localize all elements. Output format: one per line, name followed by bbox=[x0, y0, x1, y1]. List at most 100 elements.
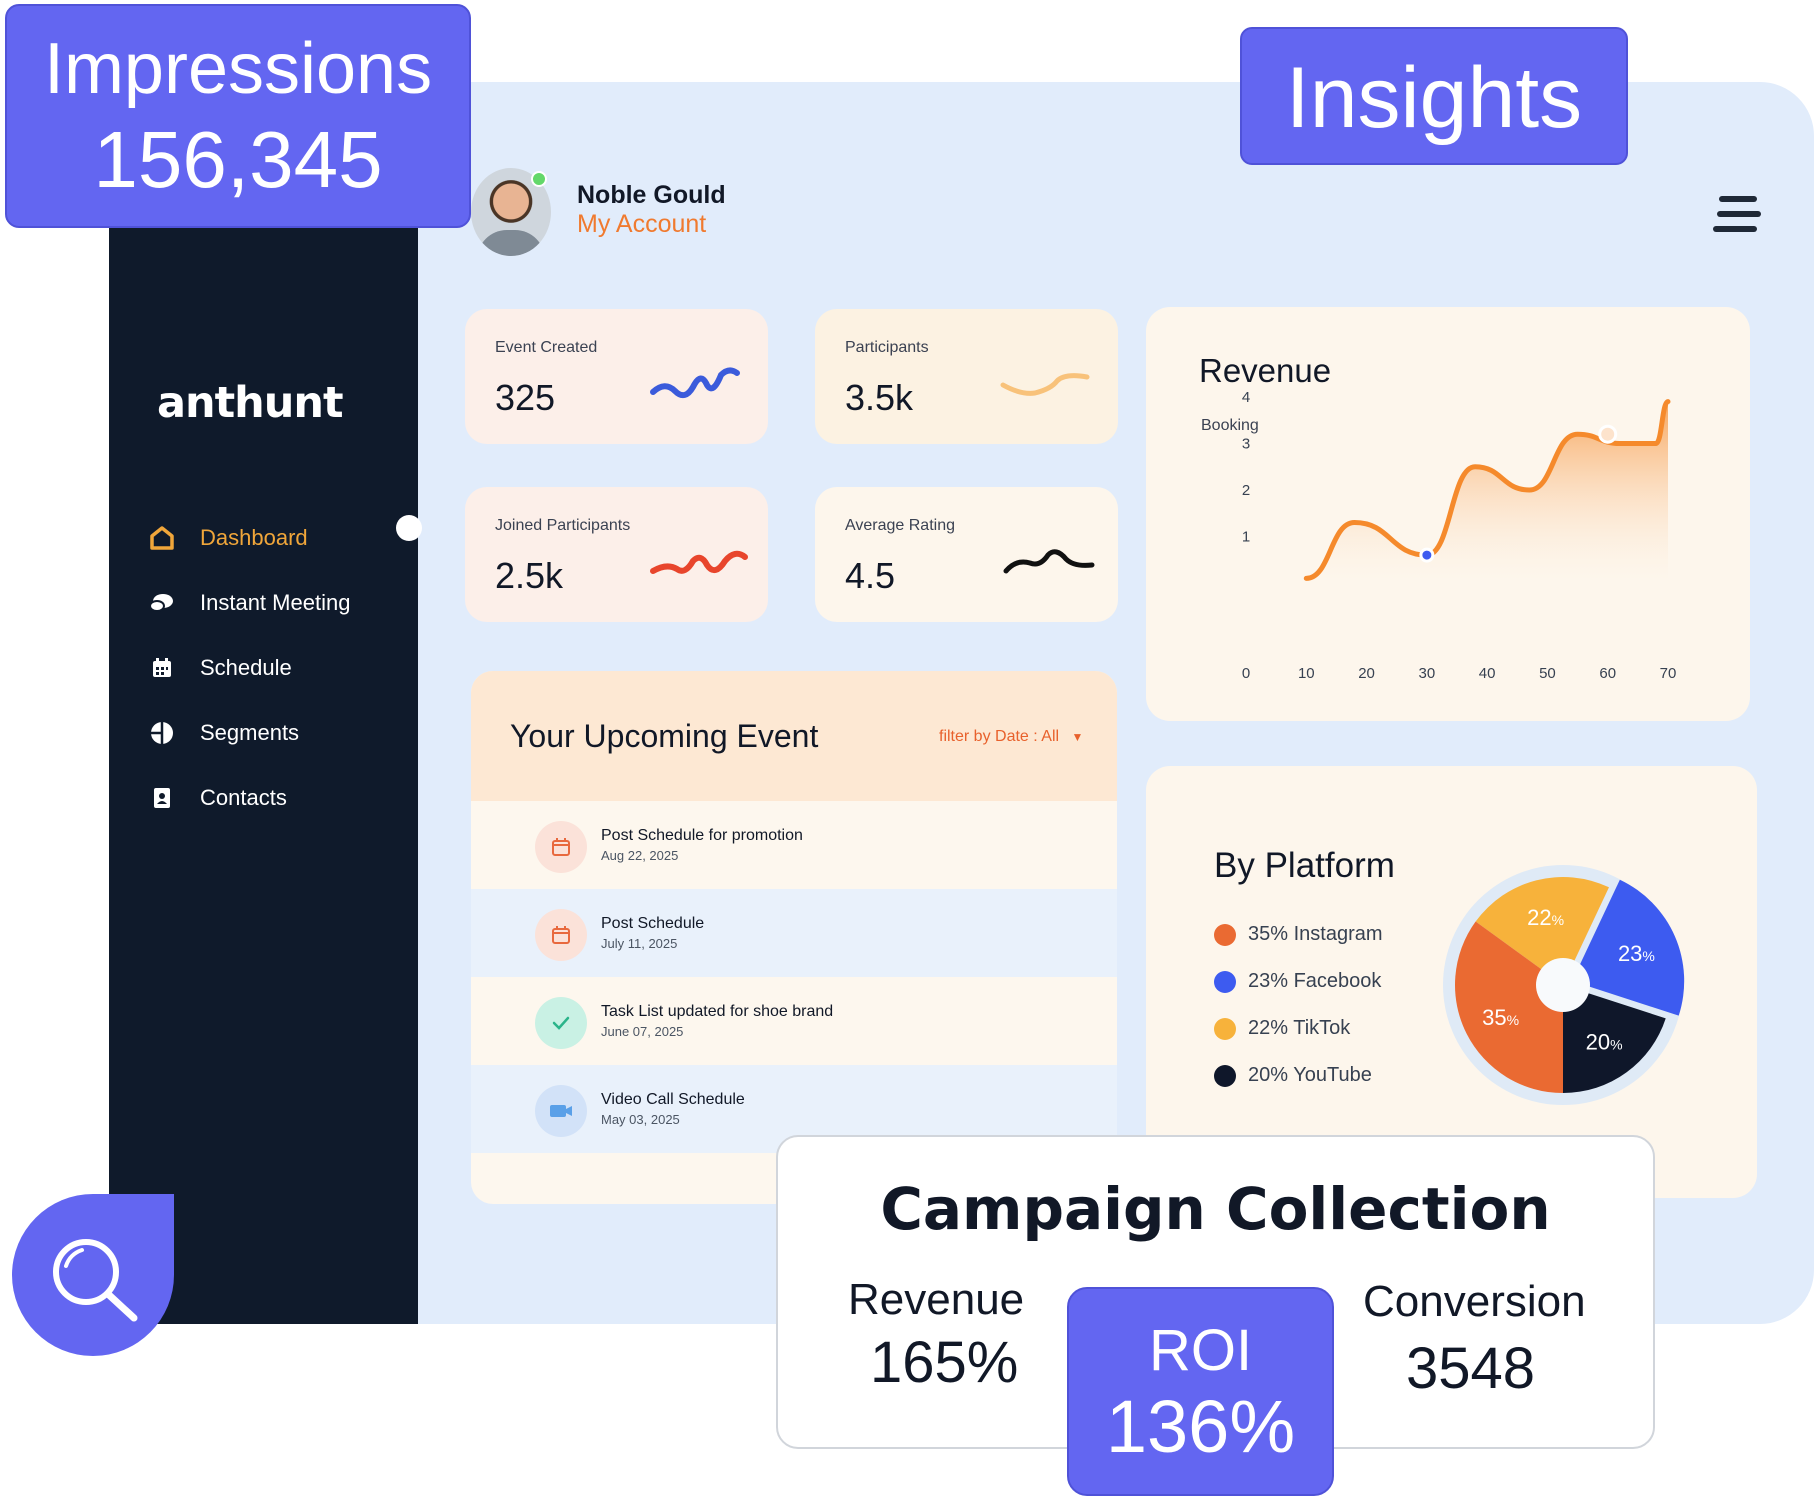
event-title: Task List updated for shoe brand bbox=[601, 1003, 834, 1020]
sidebar-item-contacts[interactable]: Contacts bbox=[145, 765, 419, 830]
roi-label: ROI bbox=[1148, 1318, 1253, 1383]
y-tick-label: 4 bbox=[1242, 389, 1250, 406]
legend-dot-icon bbox=[1214, 1017, 1236, 1040]
event-title: Post Schedule bbox=[601, 915, 705, 932]
events-title: Your Upcoming Event bbox=[510, 718, 819, 754]
stat-value: 4.5 bbox=[845, 555, 896, 596]
stat-label: Participants bbox=[845, 339, 929, 356]
chart-title: Revenue bbox=[1199, 352, 1332, 389]
sidebar-item-label: Instant Meeting bbox=[200, 589, 351, 615]
pie-label: 35% bbox=[1482, 1005, 1519, 1030]
revenue-chart: 0 10 20 30 40 50 60 70 1 2 3 4 bbox=[1242, 389, 1677, 682]
contact-book-icon bbox=[145, 781, 179, 815]
chart-y-label: Booking bbox=[1201, 417, 1259, 434]
roi-value: 136% bbox=[1105, 1385, 1296, 1468]
calendar-icon bbox=[145, 651, 179, 685]
highlight-point[interactable] bbox=[1598, 424, 1618, 444]
event-title: Video Call Schedule bbox=[601, 1091, 745, 1108]
sidebar-item-label: Contacts bbox=[200, 784, 287, 810]
x-tick-label: 50 bbox=[1539, 665, 1556, 682]
event-row[interactable]: Task List updated for shoe brand June 07… bbox=[471, 977, 1117, 1065]
events-header: Your Upcoming Event filter by Date : All… bbox=[471, 671, 1117, 801]
pie-slice-tiktok[interactable] bbox=[1475, 877, 1609, 985]
search-icon bbox=[53, 1239, 138, 1322]
brand-logo: anthunt bbox=[157, 378, 344, 428]
stat-card-participants: Participants 3.5k bbox=[815, 309, 1118, 444]
platform-title: By Platform bbox=[1214, 846, 1395, 885]
stat-label: Event Created bbox=[495, 339, 598, 356]
revenue-area bbox=[1306, 401, 1668, 583]
legend-dot-icon bbox=[1214, 1064, 1236, 1087]
stat-value: 3.5k bbox=[845, 377, 914, 418]
by-platform-card: By Platform 35% Instagram 23% Facebook 2… bbox=[1146, 766, 1757, 1198]
x-tick-label: 0 bbox=[1242, 665, 1250, 682]
sidebar-item-dashboard[interactable]: Dashboard bbox=[145, 505, 419, 570]
platform-legend: 35% Instagram 23% Facebook 22% TikTok 20… bbox=[1214, 911, 1383, 1099]
legend-dot-icon bbox=[1214, 923, 1236, 946]
campaign-revenue-label: Revenue bbox=[848, 1275, 1025, 1324]
x-tick-label: 70 bbox=[1660, 665, 1677, 682]
date-filter-dropdown[interactable]: filter by Date : All ▼ bbox=[939, 728, 1083, 746]
sidebar-item-instant-meeting[interactable]: Instant Meeting bbox=[145, 570, 419, 635]
y-tick-label: 2 bbox=[1242, 482, 1250, 499]
x-tick-label: 20 bbox=[1358, 665, 1375, 682]
sidebar-item-segments[interactable]: Segments bbox=[145, 700, 419, 765]
date-filter-label: filter by Date : All bbox=[939, 728, 1060, 745]
sparkline-icon bbox=[1003, 549, 1095, 574]
revenue-line bbox=[1303, 399, 1671, 581]
pie-icon bbox=[145, 716, 179, 750]
sidebar bbox=[109, 82, 418, 1324]
campaign-conversion-value: 3548 bbox=[1406, 1336, 1536, 1401]
sparkline-icon bbox=[1000, 373, 1090, 396]
my-account-link[interactable]: My Account bbox=[577, 210, 707, 238]
x-tick-label: 10 bbox=[1298, 665, 1315, 682]
pie-slice-instagram[interactable] bbox=[1455, 921, 1563, 1093]
legend-label: 20% YouTube bbox=[1248, 1064, 1372, 1086]
sidebar-item-schedule[interactable]: Schedule bbox=[145, 635, 419, 700]
campaign-revenue-value: 165% bbox=[870, 1330, 1019, 1395]
check-icon bbox=[535, 997, 587, 1049]
impressions-badge: Impressions 156,345 bbox=[5, 4, 471, 228]
event-row[interactable]: Post Schedule for promotion Aug 22, 2025 bbox=[471, 801, 1117, 889]
legend-label: 23% Facebook bbox=[1248, 970, 1382, 992]
revenue-chart-card: Revenue Booking 0 10 20 30 40 50 60 70 1 2 3 4 bbox=[1146, 307, 1750, 721]
event-title: Post Schedule for promotion bbox=[601, 827, 803, 844]
y-tick-label: 1 bbox=[1242, 529, 1250, 546]
platform-pie-chart: 22%23%20%35% bbox=[1443, 865, 1685, 1105]
legend-item: 20% YouTube bbox=[1214, 1052, 1383, 1099]
impressions-value: 156,345 bbox=[93, 115, 383, 204]
legend-label: 35% Instagram bbox=[1248, 923, 1383, 945]
legend-dot-icon bbox=[1214, 970, 1236, 993]
legend-label: 22% TikTok bbox=[1248, 1017, 1351, 1039]
stat-label: Joined Participants bbox=[495, 517, 631, 534]
stat-value: 325 bbox=[495, 377, 556, 418]
event-row[interactable]: Post Schedule July 11, 2025 bbox=[471, 889, 1117, 977]
chevron-down-icon: ▼ bbox=[1071, 730, 1084, 744]
hamburger-icon[interactable] bbox=[1713, 196, 1761, 240]
sidebar-item-label: Segments bbox=[200, 719, 300, 745]
pie-slice-facebook[interactable] bbox=[1572, 879, 1685, 1016]
legend-item: 22% TikTok bbox=[1214, 1005, 1383, 1052]
upcoming-events-card: Your Upcoming Event filter by Date : All… bbox=[471, 671, 1117, 1204]
y-tick-label: 3 bbox=[1242, 436, 1250, 453]
highlight-point[interactable] bbox=[1419, 547, 1435, 563]
pie-hole bbox=[1536, 958, 1590, 1012]
sparkline-icon bbox=[650, 367, 740, 399]
calendar-icon bbox=[535, 909, 587, 961]
sidebar-item-label: Schedule bbox=[200, 654, 292, 680]
user-name: Noble Gould bbox=[577, 181, 726, 209]
sidebar-item-label: Dashboard bbox=[200, 524, 308, 550]
pie-slice-youtube[interactable] bbox=[1563, 985, 1666, 1093]
x-tick-label: 60 bbox=[1599, 665, 1616, 682]
event-date: July 11, 2025 bbox=[601, 936, 678, 951]
calendar-icon bbox=[535, 821, 587, 873]
active-nav-indicator bbox=[396, 515, 422, 541]
stat-card-average-rating: Average Rating 4.5 bbox=[815, 487, 1118, 622]
legend-item: 23% Facebook bbox=[1214, 958, 1383, 1005]
stat-card-event-created: Event Created 325 bbox=[465, 309, 768, 444]
x-tick-label: 30 bbox=[1419, 665, 1436, 682]
online-status-dot bbox=[531, 171, 547, 187]
search-button[interactable] bbox=[12, 1194, 174, 1356]
roi-badge: ROI 136% bbox=[1067, 1287, 1334, 1496]
event-date: May 03, 2025 bbox=[601, 1112, 680, 1127]
